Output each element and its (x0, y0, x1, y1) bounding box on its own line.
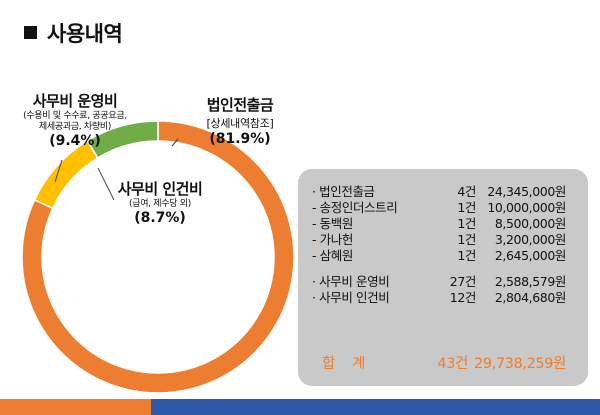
summary-row-amount: 2,588,579원 (494, 274, 567, 289)
footer-bar-blue (151, 399, 600, 415)
label-operating-expense-note-1: (수용비 및 수수료, 공공요금, (23, 111, 127, 121)
page-title-text: 사용내역 (47, 22, 123, 46)
label-personnel-expense-note: (급여, 제수당 외) (129, 199, 191, 209)
summary-panel: · 법인전출금 4건 24,345,000원 - 송정인더스트리 1건 10,0… (298, 169, 588, 386)
summary-row-amount: 3,200,000원 (494, 232, 567, 247)
label-personnel-expense-name: 사무비 인건비 (117, 180, 203, 198)
summary-row-amount: 2,645,000원 (494, 248, 567, 263)
summary-row: · 사무비 인건비 12건 2,804,680원 (298, 287, 588, 305)
summary-row: - 가나헌 1건 3,200,000원 (298, 229, 588, 247)
label-corporate-transfer: 법인전출금 [상세내역참조] (81.9%) (180, 94, 300, 147)
label-operating-expense-name: 사무비 운영비 (32, 92, 118, 110)
slice-personnel-expense (86, 120, 159, 159)
summary-row-count: 1건 (457, 216, 476, 231)
label-personnel-expense-pct: (8.7%) (134, 210, 186, 226)
leader-line-operating-expense (54, 159, 63, 183)
summary-row-name: - 가나헌 (312, 232, 353, 247)
summary-row-name: - 동백원 (312, 216, 353, 231)
summary-row: · 사무비 운영비 27건 2,588,579원 (298, 271, 588, 289)
label-operating-expense-note-2: 제세공과금, 차량비) (38, 122, 112, 132)
summary-row-name: · 법인전출금 (312, 184, 375, 199)
label-corporate-transfer-note: [상세내역참조] (206, 117, 274, 130)
footer-bar-orange (0, 399, 151, 415)
summary-row-name: · 사무비 인건비 (312, 290, 390, 305)
summary-row: - 동백원 1건 8,500,000원 (298, 213, 588, 231)
summary-row-count: 12건 (449, 290, 477, 305)
leader-line-corporate-transfer (171, 138, 179, 147)
summary-total-count: 43건 (437, 356, 468, 372)
label-corporate-transfer-name: 법인전출금 (206, 96, 274, 114)
summary-row-count: 1건 (457, 232, 476, 247)
summary-row-name: · 사무비 운영비 (312, 274, 390, 289)
summary-row: · 법인전출금 4건 24,345,000원 (298, 181, 588, 199)
leader-line-personnel-expense (97, 167, 115, 201)
summary-row-count: 4건 (457, 184, 476, 199)
label-operating-expense: 사무비 운영비 (수용비 및 수수료, 공공요금, 제세공과금, 차량비) (9… (0, 90, 150, 149)
summary-row-name: - 삼혜원 (312, 248, 353, 263)
summary-row-count: 1건 (457, 248, 476, 263)
summary-row-count: 27건 (449, 274, 477, 289)
slice-corporate-transfer (21, 120, 295, 394)
label-operating-expense-pct: (9.4%) (49, 133, 101, 149)
summary-row-amount: 2,804,680원 (494, 290, 567, 305)
summary-total-row: 합 계 43건 29,738,259원 (298, 352, 588, 372)
summary-total-label: 합 계 (322, 356, 372, 372)
summary-row-amount: 24,345,000원 (487, 184, 566, 199)
summary-row-count: 1건 (457, 200, 476, 215)
slice-operating-expense (33, 139, 99, 210)
square-bullet-icon (24, 26, 37, 39)
summary-row-name: - 송정인더스트리 (312, 200, 398, 215)
summary-row-amount: 8,500,000원 (494, 216, 567, 231)
summary-row: - 삼혜원 1건 2,645,000원 (298, 245, 588, 263)
summary-total-amount: 29,738,259원 (474, 356, 566, 372)
summary-row: - 송정인더스트리 1건 10,000,000원 (298, 197, 588, 215)
page-title: 사용내역 (24, 18, 123, 48)
label-corporate-transfer-pct: (81.9%) (209, 131, 271, 147)
summary-row-amount: 10,000,000원 (487, 200, 566, 215)
label-personnel-expense: 사무비 인건비 (급여, 제수당 외) (8.7%) (100, 178, 220, 226)
